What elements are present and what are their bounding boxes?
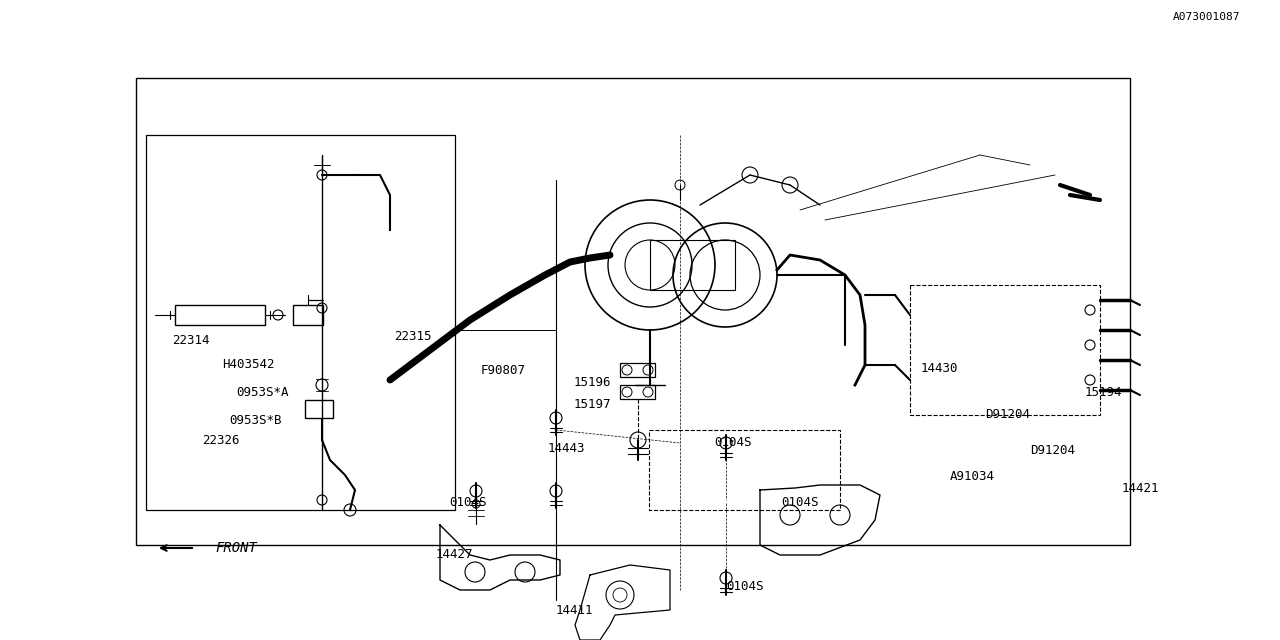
Text: 15197: 15197 xyxy=(573,399,612,412)
Text: 0953S*A: 0953S*A xyxy=(236,387,288,399)
Text: 0104S: 0104S xyxy=(781,497,818,509)
Bar xyxy=(293,305,323,325)
Text: 0104S: 0104S xyxy=(449,497,486,509)
Text: 0953S*B: 0953S*B xyxy=(229,413,282,426)
Text: 0104S: 0104S xyxy=(726,579,763,593)
Text: 22314: 22314 xyxy=(172,333,210,346)
Bar xyxy=(650,240,735,290)
Bar xyxy=(146,135,454,510)
Bar xyxy=(620,363,655,377)
Text: 14411: 14411 xyxy=(556,604,594,616)
Text: F90807: F90807 xyxy=(481,364,526,376)
Bar xyxy=(910,285,1100,415)
Bar xyxy=(620,385,655,399)
Bar xyxy=(136,78,1130,545)
Bar xyxy=(305,400,333,418)
Text: 15196: 15196 xyxy=(573,376,612,390)
Text: D91204: D91204 xyxy=(986,408,1030,422)
Text: D91204: D91204 xyxy=(1030,444,1075,456)
Text: 15194: 15194 xyxy=(1085,387,1123,399)
Text: A91034: A91034 xyxy=(950,470,995,483)
Text: A073001087: A073001087 xyxy=(1172,12,1240,22)
Text: FRONT: FRONT xyxy=(215,541,257,555)
Text: 14421: 14421 xyxy=(1123,481,1160,495)
Text: 14430: 14430 xyxy=(922,362,959,374)
Bar xyxy=(175,305,265,325)
Text: 22326: 22326 xyxy=(202,433,239,447)
Text: 14427: 14427 xyxy=(436,547,474,561)
Text: 22315: 22315 xyxy=(394,330,431,344)
Text: 14443: 14443 xyxy=(548,442,585,454)
Text: H403542: H403542 xyxy=(221,358,274,371)
Bar xyxy=(649,430,840,510)
Text: 0104S: 0104S xyxy=(714,436,751,449)
